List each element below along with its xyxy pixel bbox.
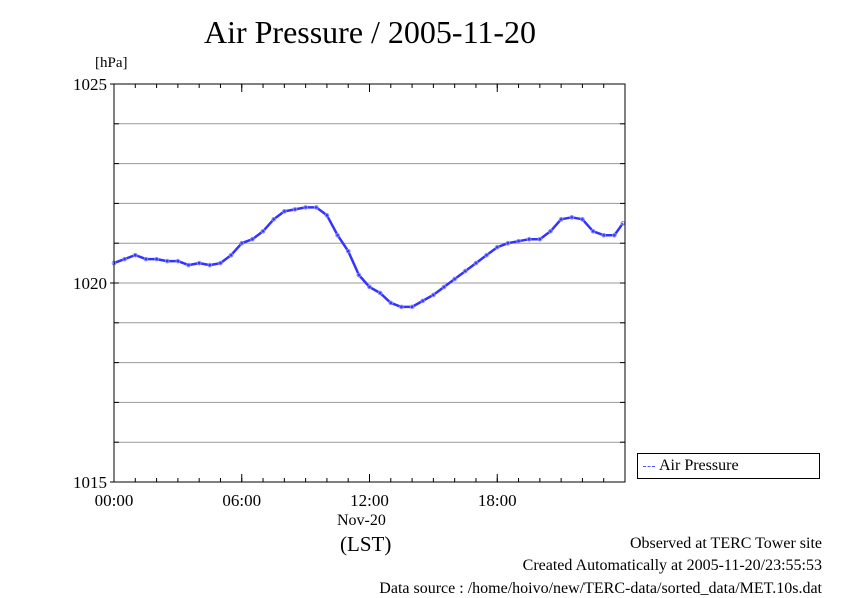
data-point bbox=[399, 304, 404, 310]
chart-title: Air Pressure / 2005-11-20 bbox=[203, 14, 537, 50]
data-point bbox=[388, 300, 394, 306]
legend: Air Pressure bbox=[637, 453, 820, 479]
data-point bbox=[356, 272, 362, 278]
data-point bbox=[239, 240, 245, 246]
data-point bbox=[516, 238, 521, 244]
data-point bbox=[324, 213, 330, 218]
data-point bbox=[282, 209, 287, 214]
x-date-label: Nov-20 bbox=[337, 512, 386, 529]
grid-lines bbox=[114, 123, 625, 443]
data-point bbox=[612, 232, 617, 238]
y-tick-label: 1015 bbox=[73, 473, 107, 492]
x-tick-label: 12:00 bbox=[350, 491, 389, 510]
footer-source: Data source : /home/hoivo/new/TERC-data/… bbox=[379, 580, 822, 597]
data-point bbox=[580, 217, 585, 222]
data-point bbox=[484, 252, 489, 258]
x-tick-label: 18:00 bbox=[478, 491, 517, 510]
series-layer bbox=[111, 205, 626, 310]
data-point bbox=[228, 252, 234, 258]
data-point bbox=[505, 240, 511, 246]
legend-line-icon bbox=[643, 465, 655, 467]
tick-layer: 1015 1020 1025 00:00 06:00 12:00 18:00 bbox=[73, 75, 625, 510]
footer-observed: Observed at TERC Tower site bbox=[629, 535, 822, 552]
data-point bbox=[494, 244, 500, 250]
data-point bbox=[367, 284, 372, 290]
data-point bbox=[175, 258, 181, 264]
data-point bbox=[441, 284, 447, 290]
data-point bbox=[292, 207, 298, 212]
data-point bbox=[303, 205, 308, 210]
data-point bbox=[250, 236, 255, 242]
data-point bbox=[218, 260, 223, 266]
x-tick-label: 06:00 bbox=[222, 491, 261, 510]
data-point bbox=[420, 298, 426, 304]
data-point bbox=[590, 228, 596, 234]
x-tick-label: 00:00 bbox=[95, 491, 134, 510]
data-point bbox=[154, 256, 159, 262]
data-point bbox=[431, 292, 436, 298]
data-point bbox=[558, 217, 564, 222]
data-point bbox=[186, 262, 191, 268]
y-tick-label: 1020 bbox=[73, 274, 107, 293]
data-point bbox=[196, 260, 202, 266]
data-point bbox=[260, 228, 266, 234]
y-axis-unit: [hPa] bbox=[95, 55, 128, 71]
data-point bbox=[335, 232, 340, 238]
series-line-air-pressure bbox=[113, 206, 624, 309]
data-point bbox=[143, 256, 149, 262]
data-point bbox=[526, 236, 532, 242]
data-point bbox=[207, 262, 213, 268]
data-point bbox=[601, 232, 607, 238]
data-point bbox=[313, 205, 319, 210]
data-point bbox=[271, 217, 276, 222]
data-point bbox=[463, 268, 468, 274]
data-point bbox=[548, 228, 553, 234]
data-point bbox=[452, 276, 457, 282]
data-point bbox=[345, 248, 351, 254]
legend-label: Air Pressure bbox=[659, 457, 739, 474]
data-point bbox=[377, 290, 383, 296]
data-point bbox=[132, 252, 138, 258]
x-zone-label: (LST) bbox=[340, 532, 392, 556]
data-point bbox=[164, 258, 170, 264]
y-tick-label: 1025 bbox=[73, 75, 107, 94]
footer-created: Created Automatically at 2005-11-20/23:5… bbox=[522, 557, 822, 574]
data-point bbox=[537, 236, 543, 242]
data-point bbox=[473, 260, 479, 266]
data-point bbox=[409, 304, 415, 310]
data-point bbox=[122, 256, 127, 262]
data-point bbox=[569, 215, 575, 220]
